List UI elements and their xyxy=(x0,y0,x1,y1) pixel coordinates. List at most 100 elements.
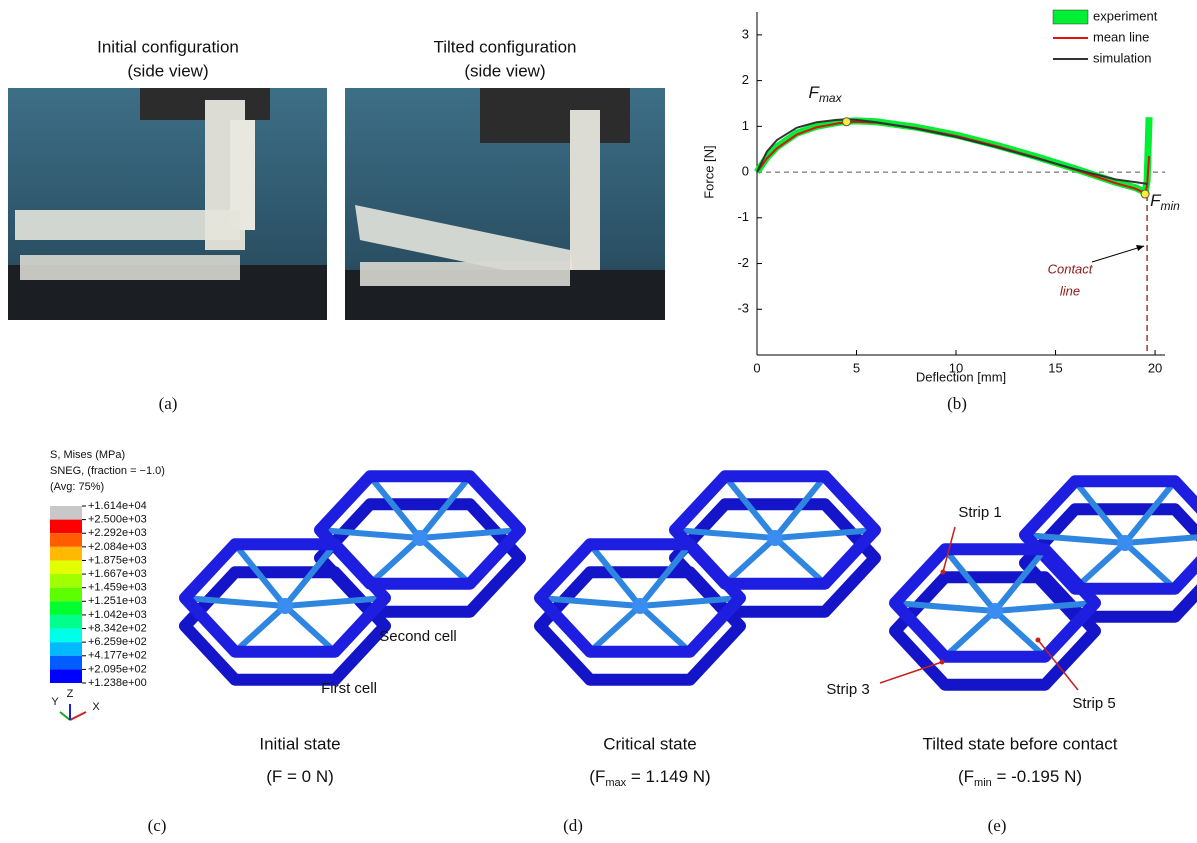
y-tick-label: 1 xyxy=(742,118,749,133)
state-title: Critical state xyxy=(603,734,697,753)
legend-color xyxy=(50,669,82,683)
strip-arrow xyxy=(1037,639,1079,691)
cell-spoke xyxy=(992,547,1048,613)
legend-color xyxy=(50,587,82,602)
strip-arrow xyxy=(942,526,956,573)
state-force: (Fmax = 1.149 N) xyxy=(589,767,710,788)
cell-frame xyxy=(1019,503,1197,623)
caption: (c) xyxy=(148,816,167,835)
cell-spoke xyxy=(942,547,998,613)
cell-frame xyxy=(889,571,1101,691)
cell-hub xyxy=(987,603,1003,619)
legend-color xyxy=(50,642,82,656)
cell-spoke xyxy=(639,595,741,609)
y-tick-label: -2 xyxy=(737,255,749,270)
annotations: Second cell First cell Initial state (F = 0… xyxy=(259,504,1117,789)
contact-label: Contact xyxy=(1048,261,1094,276)
photo-subtitle: (side view) xyxy=(464,61,545,80)
cell-hub xyxy=(277,598,293,614)
y-tick-label: 3 xyxy=(742,26,749,41)
x-axis-label: Deflection [mm] xyxy=(916,369,1006,384)
cell-spoke xyxy=(722,474,778,540)
photo-title: Initial configuration xyxy=(97,37,239,56)
cell-spoke xyxy=(992,608,1048,659)
y-tick-label: -1 xyxy=(737,209,749,224)
marker xyxy=(1140,189,1150,199)
fea-panels: S, Mises (MPa) SNEG, (fraction = −1.0) (Av… xyxy=(50,449,1197,721)
legend-header: SNEG, (fraction = −1.0) xyxy=(50,465,165,477)
legend-label: +2.500e+03 xyxy=(88,514,147,526)
y-axis-label: Force [N] xyxy=(701,145,716,198)
photo-title: Tilted configuration xyxy=(433,37,576,56)
marker-letter: F xyxy=(1150,192,1162,211)
cell-frame xyxy=(534,566,746,686)
legend-color xyxy=(50,628,82,643)
cell-spoke xyxy=(282,603,338,654)
force-sub: max xyxy=(605,777,626,789)
legend-color xyxy=(50,601,82,615)
marker-letter: F xyxy=(809,83,821,102)
cell-spoke xyxy=(637,542,693,608)
chart: -3 -2 -1 0 1 2 3 0 5 10 15 20 Deflection [mm] Force [… xyxy=(701,8,1180,384)
state-force: (Fmin = -0.195 N) xyxy=(958,767,1082,788)
x-tick-label: 5 xyxy=(853,360,860,375)
legend-label: +6.259e+02 xyxy=(88,636,147,648)
caption: (d) xyxy=(563,816,583,835)
legend-color xyxy=(50,506,82,520)
legend-header: S, Mises (MPa) xyxy=(50,449,125,461)
legend-label: +1.251e+03 xyxy=(88,595,147,607)
triad-label: Z xyxy=(67,688,74,700)
legend-label: +2.084e+03 xyxy=(88,541,147,553)
legend-swatch xyxy=(1052,9,1089,25)
cell-spoke xyxy=(232,603,288,654)
force-prefix: (F xyxy=(589,767,605,786)
force-prefix: (F = 0 N) xyxy=(266,767,334,786)
cell-spoke xyxy=(774,527,876,541)
triad-label: Y xyxy=(51,696,59,708)
marker-label: Fmin xyxy=(1150,192,1180,214)
caption: (a) xyxy=(159,394,178,413)
y-tick-label: 0 xyxy=(742,164,749,179)
caption: (b) xyxy=(947,394,967,413)
cell-spoke xyxy=(772,474,828,540)
cell-spoke xyxy=(942,608,998,659)
x-tick-label: 0 xyxy=(753,360,760,375)
contact-label: line xyxy=(1060,283,1080,298)
cell-frame xyxy=(314,470,526,590)
panel-label: Strip 3 xyxy=(826,681,869,698)
strip-arrow xyxy=(879,661,943,684)
cell-frame xyxy=(534,538,746,658)
cell-hub xyxy=(1117,535,1133,551)
legend-label: +8.342e+02 xyxy=(88,622,147,634)
cell-spoke xyxy=(367,535,423,586)
triad-y xyxy=(59,711,71,721)
marker xyxy=(842,117,852,127)
legend-label: +1.614e+04 xyxy=(88,500,147,512)
photo-subtitle: (side view) xyxy=(127,61,208,80)
force-suffix: = -0.195 N) xyxy=(992,767,1082,786)
cell-frame xyxy=(179,566,391,686)
cell-hub xyxy=(632,598,648,614)
legend-label: +1.459e+03 xyxy=(88,582,147,594)
legend-color xyxy=(50,614,82,629)
x-tick-label: 15 xyxy=(1048,360,1062,375)
legend-color xyxy=(50,655,82,670)
cell-spoke xyxy=(587,603,643,654)
legend-color xyxy=(50,546,82,561)
triad-x xyxy=(69,711,87,721)
legend-color xyxy=(50,519,82,534)
panel-label: Strip 5 xyxy=(1072,695,1115,712)
legend-header: (Avg: 75%) xyxy=(50,481,104,493)
legend-label: +4.177e+02 xyxy=(88,650,147,662)
strip-arrow-head xyxy=(940,569,946,575)
legend-color xyxy=(50,533,82,547)
cell-spoke xyxy=(637,603,693,654)
cell-spoke xyxy=(1072,540,1128,591)
cell-spoke xyxy=(1122,479,1178,545)
x-tick-label: 20 xyxy=(1148,360,1162,375)
strip-arrow-head xyxy=(939,659,945,665)
legend-label: +2.292e+03 xyxy=(88,527,147,539)
photo-tilted xyxy=(345,88,665,320)
cell-spoke xyxy=(1122,540,1178,591)
cell-spoke xyxy=(1124,534,1197,546)
